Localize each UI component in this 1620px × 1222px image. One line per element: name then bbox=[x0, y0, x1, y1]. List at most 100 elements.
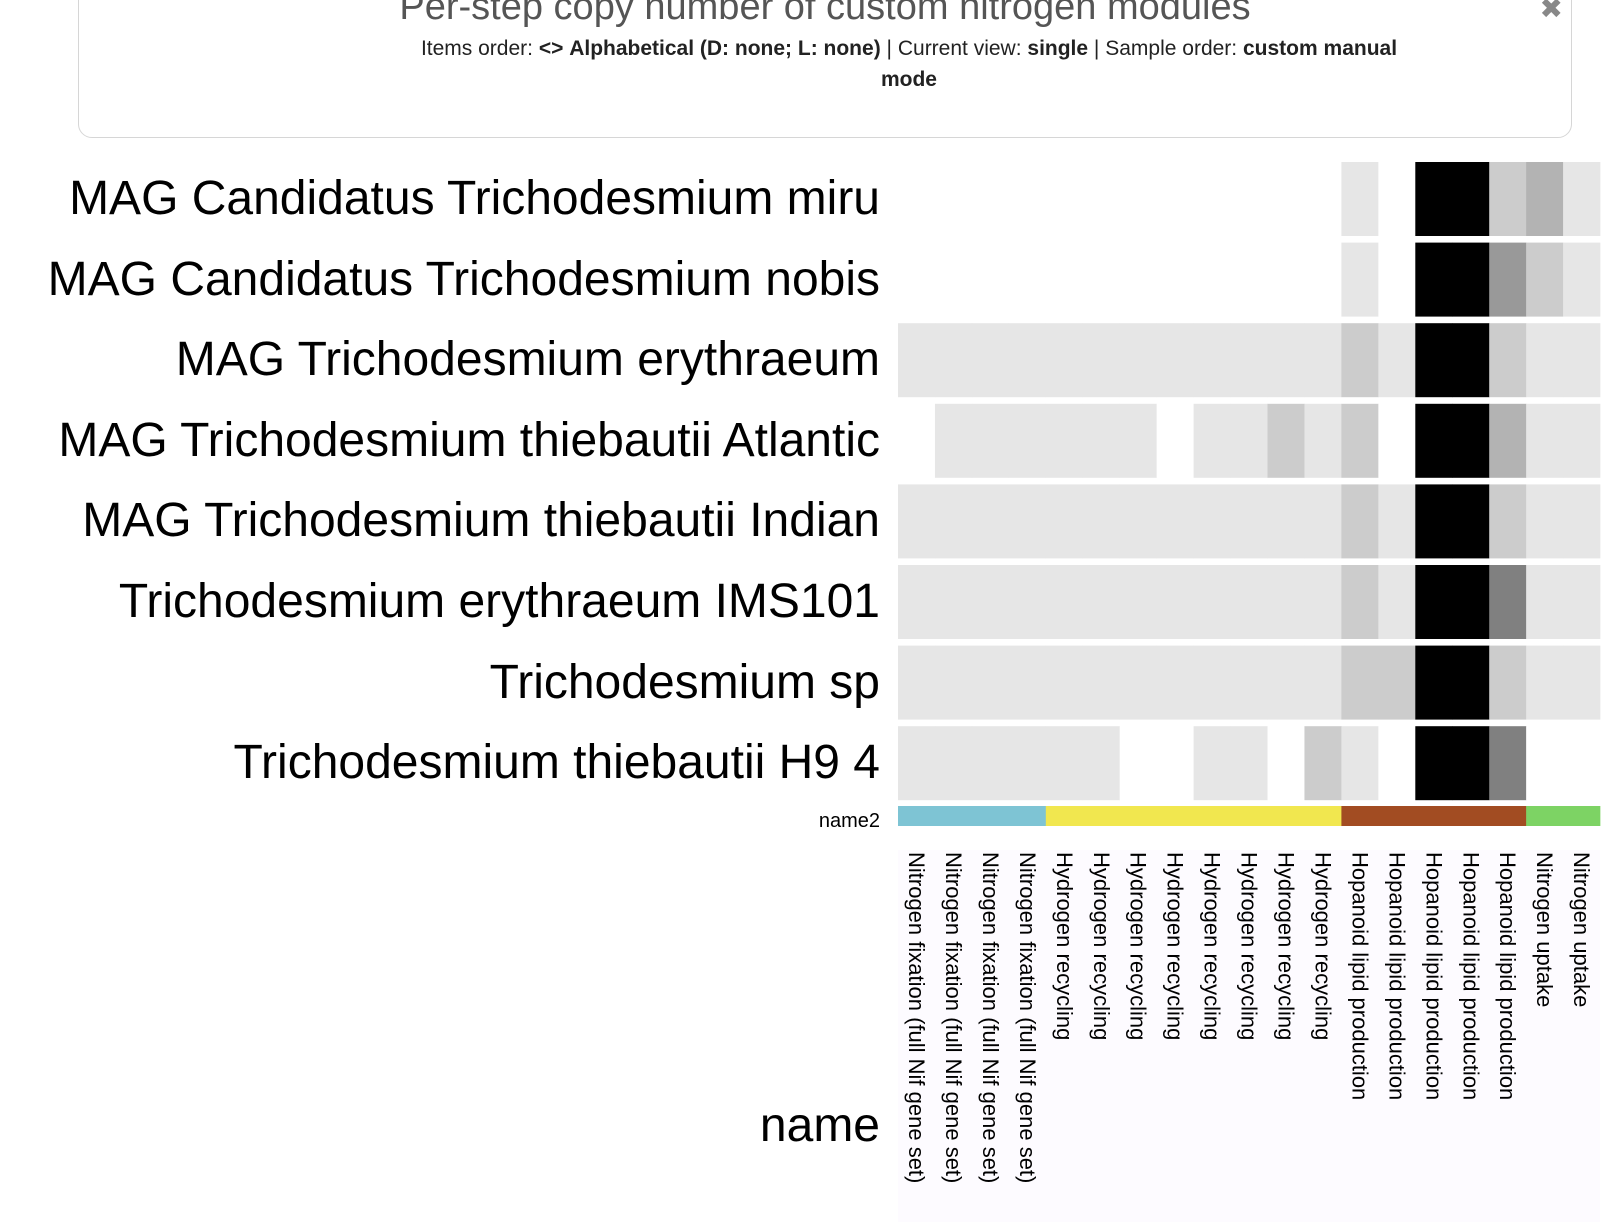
heatmap-cell[interactable] bbox=[1230, 162, 1268, 236]
column-label[interactable]: Nitrogen uptake bbox=[1532, 852, 1558, 1008]
heatmap-cell[interactable] bbox=[898, 162, 936, 236]
heatmap-cell[interactable] bbox=[1230, 403, 1268, 478]
heatmap-cell[interactable] bbox=[1267, 726, 1305, 801]
heatmap-cell[interactable] bbox=[934, 403, 973, 478]
heatmap-cell[interactable] bbox=[1563, 242, 1601, 317]
heatmap-cell[interactable] bbox=[1489, 484, 1527, 559]
row-label[interactable]: MAG Candidatus Trichodesmium miru bbox=[69, 172, 880, 225]
column-label[interactable]: Hydrogen recycling bbox=[1088, 852, 1114, 1041]
heatmap-cell[interactable] bbox=[1378, 323, 1416, 398]
heatmap-cell[interactable] bbox=[1304, 726, 1342, 801]
heatmap-cell[interactable] bbox=[1489, 162, 1527, 236]
heatmap-cell[interactable] bbox=[971, 403, 1010, 478]
heatmap-cell[interactable] bbox=[1045, 242, 1084, 317]
row-label[interactable]: Trichodesmium thiebautii H9 4 bbox=[233, 736, 881, 790]
heatmap-cell[interactable] bbox=[1082, 565, 1120, 639]
heatmap-cell[interactable] bbox=[1045, 484, 1084, 559]
heatmap-cell[interactable] bbox=[1082, 726, 1120, 801]
heatmap-cell[interactable] bbox=[1526, 242, 1564, 317]
heatmap-cell[interactable] bbox=[1156, 403, 1194, 478]
heatmap-cell[interactable] bbox=[1563, 403, 1601, 478]
heatmap-cell[interactable] bbox=[1008, 565, 1047, 639]
heatmap-cell[interactable] bbox=[1008, 726, 1047, 801]
heatmap-cell[interactable] bbox=[1489, 645, 1527, 720]
heatmap-cell[interactable] bbox=[1489, 242, 1527, 317]
heatmap-cell[interactable] bbox=[1304, 323, 1342, 398]
column-label[interactable]: Hydrogen recycling bbox=[1236, 852, 1262, 1041]
heatmap-cell[interactable] bbox=[1082, 484, 1120, 559]
heatmap-cell[interactable] bbox=[1193, 242, 1231, 317]
heatmap-cell[interactable] bbox=[1267, 565, 1305, 639]
heatmap-cell[interactable] bbox=[1304, 565, 1342, 639]
heatmap-cell[interactable] bbox=[1563, 645, 1601, 720]
heatmap-cell[interactable] bbox=[1045, 162, 1084, 236]
column-label[interactable]: Nitrogen fixation (full Nif gene set) bbox=[977, 852, 1003, 1184]
heatmap-cell[interactable] bbox=[1119, 242, 1157, 317]
heatmap-cell[interactable] bbox=[1452, 242, 1490, 317]
heatmap-cell[interactable] bbox=[1082, 403, 1120, 478]
heatmap-cell[interactable] bbox=[898, 484, 936, 559]
heatmap-cell[interactable] bbox=[1452, 565, 1490, 639]
heatmap-cell[interactable] bbox=[1304, 645, 1342, 720]
heatmap-cell[interactable] bbox=[1119, 484, 1157, 559]
heatmap-cell[interactable] bbox=[1193, 726, 1231, 801]
heatmap-cell[interactable] bbox=[1230, 565, 1268, 639]
heatmap-cell[interactable] bbox=[1415, 484, 1453, 559]
heatmap-cell[interactable] bbox=[1230, 645, 1268, 720]
column-label[interactable]: Hydrogen recycling bbox=[1051, 852, 1077, 1041]
heatmap-cell[interactable] bbox=[1267, 645, 1305, 720]
heatmap-cell[interactable] bbox=[1489, 726, 1527, 801]
heatmap-cell[interactable] bbox=[1156, 726, 1194, 801]
heatmap-cell[interactable] bbox=[1008, 242, 1047, 317]
heatmap-cell[interactable] bbox=[1008, 645, 1047, 720]
heatmap-cell[interactable] bbox=[971, 484, 1010, 559]
sample-order-value[interactable]: custom bbox=[1242, 37, 1318, 60]
heatmap-cell[interactable] bbox=[1526, 726, 1564, 801]
heatmap-cell[interactable] bbox=[934, 565, 973, 639]
heatmap-cell[interactable] bbox=[898, 323, 936, 398]
heatmap-cell[interactable] bbox=[971, 323, 1010, 398]
heatmap-cell[interactable] bbox=[1156, 323, 1194, 398]
heatmap-cell[interactable] bbox=[1193, 484, 1231, 559]
column-label[interactable]: Hopanoid lipid production bbox=[1495, 852, 1521, 1101]
heatmap-cell[interactable] bbox=[934, 323, 973, 398]
heatmap-cell[interactable] bbox=[971, 645, 1010, 720]
heatmap-cell[interactable] bbox=[1415, 162, 1453, 236]
row-label[interactable]: Trichodesmium sp bbox=[489, 655, 880, 709]
heatmap-cell[interactable] bbox=[1156, 242, 1194, 317]
heatmap-cell[interactable] bbox=[1045, 645, 1084, 720]
heatmap-cell[interactable] bbox=[1119, 162, 1157, 236]
heatmap-cell[interactable] bbox=[1045, 403, 1084, 478]
heatmap-cell[interactable] bbox=[1563, 565, 1601, 639]
row-label[interactable]: Trichodesmium erythraeum IMS101 bbox=[118, 575, 880, 628]
heatmap-cell[interactable] bbox=[1082, 162, 1120, 236]
column-label[interactable]: Hydrogen recycling bbox=[1310, 852, 1336, 1041]
heatmap-cell[interactable] bbox=[1304, 484, 1342, 559]
heatmap-cell[interactable] bbox=[1008, 484, 1047, 559]
heatmap-cell[interactable] bbox=[1378, 403, 1416, 478]
heatmap-cell[interactable] bbox=[1526, 484, 1564, 559]
legend-color-band[interactable] bbox=[1341, 806, 1527, 826]
heatmap-cell[interactable] bbox=[1193, 403, 1231, 478]
heatmap-cell[interactable] bbox=[971, 242, 1010, 317]
heatmap-cell[interactable] bbox=[1341, 242, 1379, 317]
heatmap-cell[interactable] bbox=[1378, 484, 1416, 559]
heatmap-cell[interactable] bbox=[1156, 162, 1194, 236]
heatmap-cell[interactable] bbox=[1119, 403, 1157, 478]
heatmap-cell[interactable] bbox=[1341, 323, 1379, 398]
heatmap-cell[interactable] bbox=[898, 645, 936, 720]
heatmap-cell[interactable] bbox=[1378, 726, 1416, 801]
heatmap-cell[interactable] bbox=[1526, 565, 1564, 639]
row-label[interactable]: MAG Trichodesmium thiebautii Atlantic bbox=[58, 413, 880, 467]
heatmap-cell[interactable] bbox=[1008, 403, 1047, 478]
heatmap-cell[interactable] bbox=[1489, 565, 1527, 639]
column-label[interactable]: Nitrogen fixation (full Nif gene set) bbox=[904, 852, 929, 1184]
heatmap-cell[interactable] bbox=[1341, 403, 1379, 478]
heatmap-cell[interactable] bbox=[1156, 484, 1194, 559]
heatmap-cell[interactable] bbox=[1230, 242, 1268, 317]
heatmap-cell[interactable] bbox=[1230, 726, 1268, 801]
heatmap-cell[interactable] bbox=[1526, 645, 1564, 720]
heatmap-cell[interactable] bbox=[1415, 565, 1453, 639]
column-label[interactable]: Hopanoid lipid production bbox=[1458, 852, 1484, 1101]
heatmap-cell[interactable] bbox=[1008, 323, 1047, 398]
